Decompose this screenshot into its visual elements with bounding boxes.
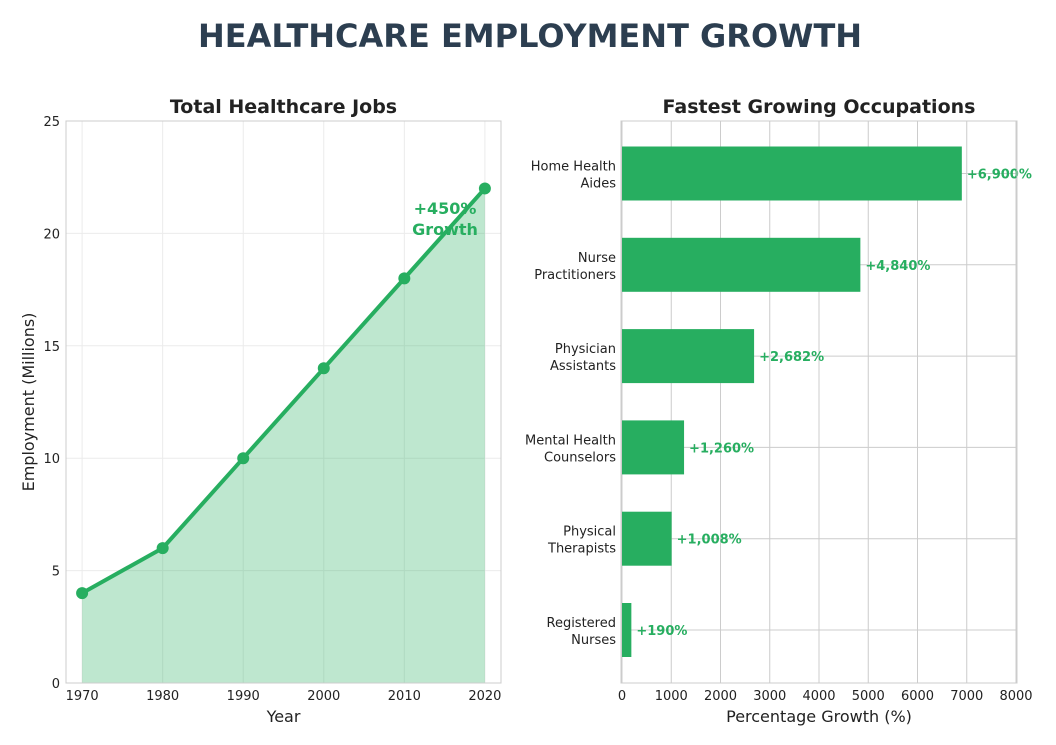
data-point: [317, 362, 330, 375]
y-tick-label: 25: [43, 115, 60, 130]
data-label: +4,840%: [865, 259, 930, 274]
x-tick-label: 2000: [307, 689, 340, 704]
occupations-chart: 0 1000 2000 3000 4000 5000 6000 7000 8000 Registe…: [525, 96, 1033, 726]
x-tick-label: 0: [618, 689, 626, 704]
x-tick-label: 5000: [852, 689, 885, 704]
data-point: [398, 272, 411, 285]
bar: [622, 420, 685, 475]
annotation-line: Growth: [412, 220, 478, 239]
x-tick-label: 1000: [655, 689, 688, 704]
y-tick-label: 20: [43, 227, 60, 242]
data-label: +6,900%: [967, 168, 1032, 183]
x-tick-label: 1980: [146, 689, 179, 704]
annotation-line: +450%: [414, 199, 477, 218]
x-tick-label: 2020: [468, 689, 501, 704]
data-point: [478, 182, 491, 195]
category-label: Nurse: [578, 251, 616, 266]
category-label: Counselors: [544, 450, 616, 465]
y-axis-label: Employment (Millions): [19, 313, 38, 492]
category-label: Physician: [555, 342, 616, 357]
bar: [622, 511, 672, 566]
category-label: Therapists: [547, 542, 616, 557]
data-point: [76, 587, 89, 600]
plot-frame: [65, 120, 502, 684]
category-label: Practitioners: [534, 268, 616, 283]
data-point: [237, 452, 250, 465]
category-label: Home Health: [531, 160, 616, 175]
x-tick-label: 2000: [704, 689, 737, 704]
data-label: +2,682%: [759, 350, 824, 365]
y-tick-label: 15: [43, 340, 60, 355]
figure-title: HEALTHCARE EMPLOYMENT GROWTH: [198, 17, 862, 55]
x-tick-label: 4000: [802, 689, 835, 704]
chart-title: Fastest Growing Occupations: [663, 96, 976, 118]
category-label: Nurses: [571, 633, 616, 648]
category-label: Registered: [547, 616, 617, 631]
bar: [622, 237, 861, 292]
category-label: Physical: [563, 525, 616, 540]
x-tick-label: 1990: [227, 689, 260, 704]
data-label: +190%: [636, 624, 687, 639]
plot-frame: [620, 120, 1018, 684]
y-tick-label: 10: [43, 452, 60, 467]
category-label: Assistants: [550, 359, 616, 374]
x-tick-label: 7000: [950, 689, 983, 704]
x-axis-label: Year: [266, 707, 301, 726]
total-jobs-chart: 1970 1980 1990 2000 2010 2020 0 5 10 15 20 25 Total …: [19, 96, 502, 726]
bar: [622, 329, 755, 384]
data-label: +1,260%: [689, 441, 754, 456]
x-tick-label: 3000: [753, 689, 786, 704]
chart-title: Total Healthcare Jobs: [170, 96, 397, 118]
y-tick-label: 0: [52, 677, 60, 692]
x-tick-label: 8000: [999, 689, 1032, 704]
bar: [622, 146, 962, 201]
bar: [622, 603, 632, 657]
category-label: Aides: [580, 177, 616, 192]
x-tick-label: 1970: [66, 689, 99, 704]
category-label: Mental Health: [525, 433, 616, 448]
y-tick-label: 5: [52, 565, 60, 580]
area-fill: [82, 188, 485, 683]
series-line: [81, 187, 487, 595]
x-tick-label: 2010: [388, 689, 421, 704]
data-label: +1,008%: [677, 533, 742, 548]
x-axis-label: Percentage Growth (%): [726, 707, 912, 726]
data-point: [156, 542, 169, 555]
x-tick-label: 6000: [901, 689, 934, 704]
